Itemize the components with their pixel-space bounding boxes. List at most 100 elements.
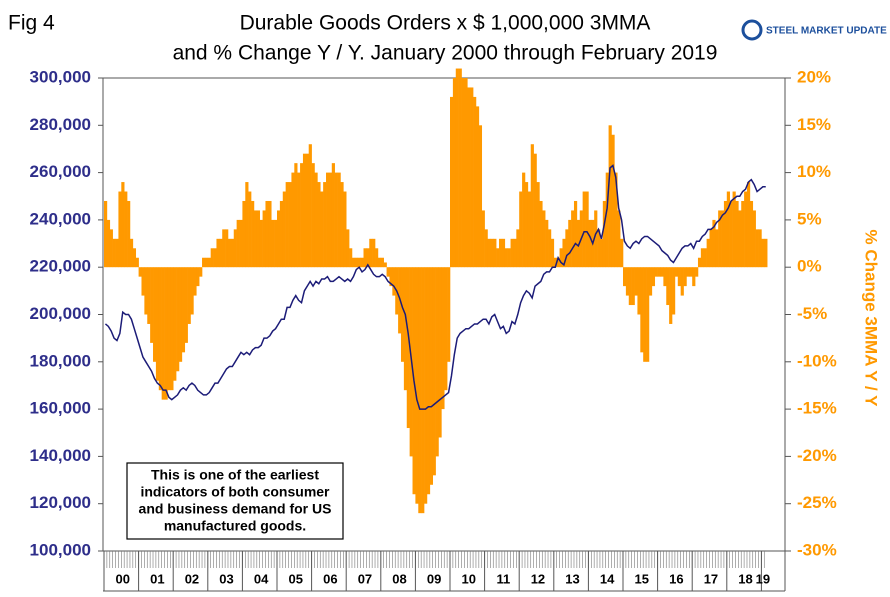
bar [372, 238, 376, 268]
bar [363, 248, 367, 268]
bar [499, 238, 503, 268]
bar [236, 219, 240, 268]
bar [721, 210, 725, 268]
bar [695, 267, 699, 277]
bar [357, 257, 361, 268]
bar [677, 267, 681, 287]
bar [109, 229, 113, 268]
bar [343, 191, 347, 268]
bar [167, 267, 171, 391]
annotation-box [126, 462, 344, 540]
bar [573, 200, 578, 268]
bar [121, 182, 125, 268]
bar [251, 200, 255, 268]
bar [513, 238, 517, 268]
y-tick-label: 180,000 [30, 351, 91, 370]
bar [470, 87, 474, 268]
bar [654, 267, 658, 277]
bar [669, 267, 673, 324]
bar [726, 191, 730, 268]
bar [213, 248, 217, 268]
bar [490, 238, 494, 268]
bar [106, 219, 111, 268]
bar [230, 238, 235, 268]
bar [181, 267, 186, 353]
bar [631, 267, 635, 306]
bar [519, 191, 523, 268]
bar [464, 78, 468, 268]
bar [478, 125, 483, 268]
y2-tick-label: -5% [797, 304, 827, 323]
bar [723, 200, 728, 268]
bar [452, 78, 457, 268]
bar [176, 267, 180, 372]
bar [611, 134, 615, 268]
bar [522, 172, 526, 268]
bar [749, 200, 754, 268]
bar [328, 172, 333, 268]
bar [222, 229, 226, 268]
bar [199, 267, 203, 277]
bar [709, 229, 713, 268]
bar [484, 229, 488, 268]
bar [155, 267, 160, 381]
bar [744, 191, 748, 268]
bar [605, 172, 609, 268]
bar [375, 248, 379, 268]
bar [150, 267, 154, 343]
bar [138, 267, 142, 277]
bar [752, 210, 756, 268]
bar [435, 267, 439, 457]
bar [326, 172, 330, 268]
logo: STEEL MARKET UPDATE [741, 19, 887, 41]
bar [481, 210, 485, 268]
bar [334, 172, 338, 268]
bar [124, 191, 128, 268]
bar [288, 182, 292, 268]
bar [383, 262, 387, 268]
bar [144, 267, 148, 315]
y2-tick-label: -30% [797, 540, 837, 559]
y-tick-label: 200,000 [30, 304, 91, 323]
bar [297, 172, 301, 268]
x-tick-label: 13 [565, 571, 579, 586]
bar [317, 182, 321, 268]
x-tick-label: 16 [669, 571, 683, 586]
bar [718, 210, 722, 268]
bar [741, 200, 745, 268]
bar [245, 182, 249, 268]
y2-tick-label: 0% [797, 257, 822, 276]
bar [700, 248, 705, 268]
x-tick-label: 15 [635, 571, 649, 586]
bar [265, 200, 269, 268]
bar [623, 267, 627, 287]
bar [527, 191, 532, 268]
bar [216, 238, 220, 268]
bar [118, 191, 122, 268]
bar [697, 257, 702, 268]
bar [386, 267, 390, 277]
bar [337, 172, 341, 268]
bar [354, 257, 359, 268]
bar [674, 267, 679, 277]
bar [455, 68, 459, 268]
bar [444, 267, 448, 391]
y2-tick-label: -10% [797, 351, 837, 370]
bar [487, 238, 491, 268]
bar [184, 267, 188, 343]
bar [689, 267, 693, 277]
bar [403, 267, 408, 391]
bar [311, 163, 315, 268]
annotation-text: indicators of both consumer [140, 484, 330, 500]
bar [516, 229, 520, 268]
y-tick-label: 140,000 [30, 446, 91, 465]
y-tick-label: 260,000 [30, 162, 91, 181]
x-tick-label: 11 [496, 571, 510, 586]
bar [421, 267, 425, 514]
bar [565, 229, 569, 268]
bar [594, 210, 598, 268]
bar [493, 238, 497, 268]
annotation-text: and business demand for US [139, 501, 332, 517]
y2-tick-label: 5% [797, 209, 822, 228]
bar [104, 200, 108, 268]
